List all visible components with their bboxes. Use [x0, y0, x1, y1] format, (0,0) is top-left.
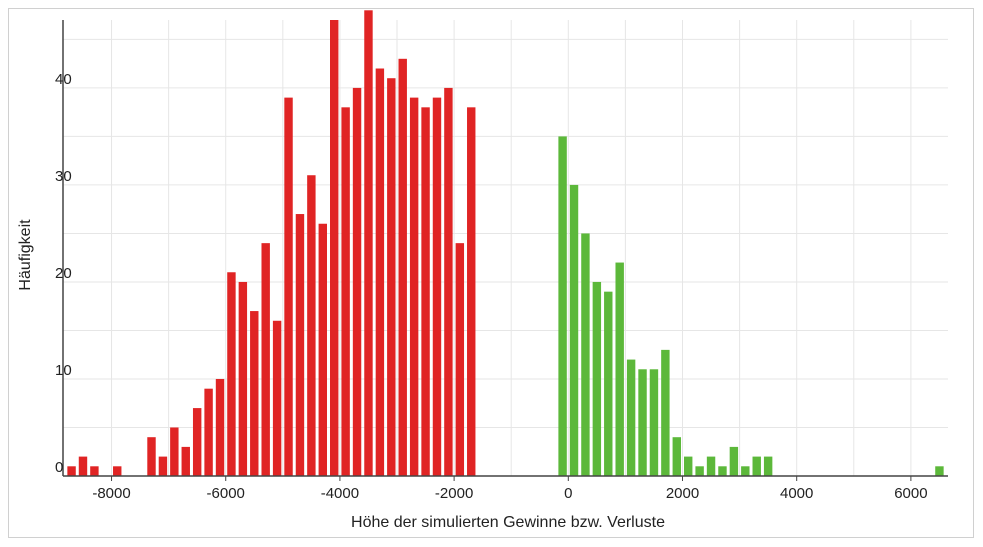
histogram-bar	[250, 311, 259, 476]
histogram-bar	[272, 320, 282, 476]
histogram-bar	[421, 107, 430, 476]
axes	[62, 20, 948, 481]
histogram-bar	[935, 466, 944, 476]
histogram-bar	[684, 456, 693, 476]
histogram-bar	[90, 466, 99, 476]
grid-lines	[63, 20, 948, 476]
histogram-bar	[763, 456, 773, 476]
x-tick-label: 0	[564, 485, 572, 502]
histogram-bar	[615, 262, 624, 476]
y-axis-title: Häufigkeit	[17, 219, 34, 291]
histogram-bar	[352, 87, 362, 477]
histogram-bar	[729, 446, 739, 476]
histogram-bar	[444, 87, 453, 477]
histogram-bar	[569, 184, 579, 477]
x-tick-label: 4000	[780, 485, 813, 502]
histogram-bar	[718, 466, 727, 476]
y-tick-label: 10	[55, 362, 72, 379]
histogram-bar	[341, 107, 350, 476]
x-tick-label: -4000	[321, 485, 359, 502]
histogram-bar	[181, 446, 190, 476]
histogram-bar	[387, 78, 396, 476]
bars	[67, 10, 944, 477]
histogram-bar	[706, 456, 716, 476]
histogram-bar	[604, 291, 613, 476]
histogram-bar	[295, 214, 305, 477]
x-tick-label: 6000	[894, 485, 927, 502]
histogram-bar	[741, 466, 750, 476]
y-tick-label: 20	[55, 265, 72, 282]
histogram-bar	[398, 58, 407, 477]
histogram-bar	[592, 281, 602, 476]
y-tick-label: 30	[55, 168, 72, 185]
histogram-bar	[158, 456, 168, 476]
histogram-bar	[638, 369, 647, 476]
histogram-bar	[204, 388, 213, 476]
y-tick-label: 40	[55, 71, 72, 88]
histogram-bar	[261, 243, 270, 476]
x-tick-label: -8000	[92, 485, 130, 502]
x-tick-label: -2000	[435, 485, 473, 502]
histogram-bar	[626, 359, 636, 476]
x-tick-label: -6000	[207, 485, 245, 502]
histogram-bar	[649, 369, 659, 476]
histogram-bar	[284, 97, 293, 477]
histogram-bar	[238, 281, 248, 476]
y-tick-label: 0	[55, 459, 63, 476]
histogram-bar	[192, 408, 202, 476]
histogram-bar	[375, 68, 385, 477]
histogram-bar	[67, 466, 76, 476]
histogram-bar	[455, 243, 465, 476]
histogram-bar	[215, 378, 225, 476]
histogram-bar	[661, 349, 670, 476]
histogram-bar	[227, 272, 236, 476]
histogram-bar	[752, 456, 761, 476]
histogram-bar	[672, 437, 681, 476]
histogram-bar	[147, 437, 156, 476]
histogram-bar	[558, 136, 567, 476]
histogram-bar	[432, 97, 442, 477]
x-tick-label: 2000	[666, 485, 699, 502]
histogram-bar	[113, 466, 122, 476]
histogram-bar	[581, 233, 590, 476]
histogram-bar	[364, 10, 373, 476]
histogram-bar	[409, 97, 419, 477]
histogram-bar	[330, 20, 339, 476]
histogram-bar	[467, 107, 476, 476]
histogram-bar	[78, 456, 88, 476]
histogram-bar	[307, 175, 316, 476]
histogram-bar	[695, 466, 704, 476]
histogram-bar	[318, 223, 327, 476]
histogram-bar	[170, 427, 179, 476]
x-tick-labels: -8000 -6000 -4000 -2000 0 2000 4000 6000	[92, 485, 927, 502]
y-tick-labels: 0 10 20 30 40	[55, 71, 72, 476]
x-axis-title: Höhe der simulierten Gewinne bzw. Verlus…	[351, 514, 665, 531]
